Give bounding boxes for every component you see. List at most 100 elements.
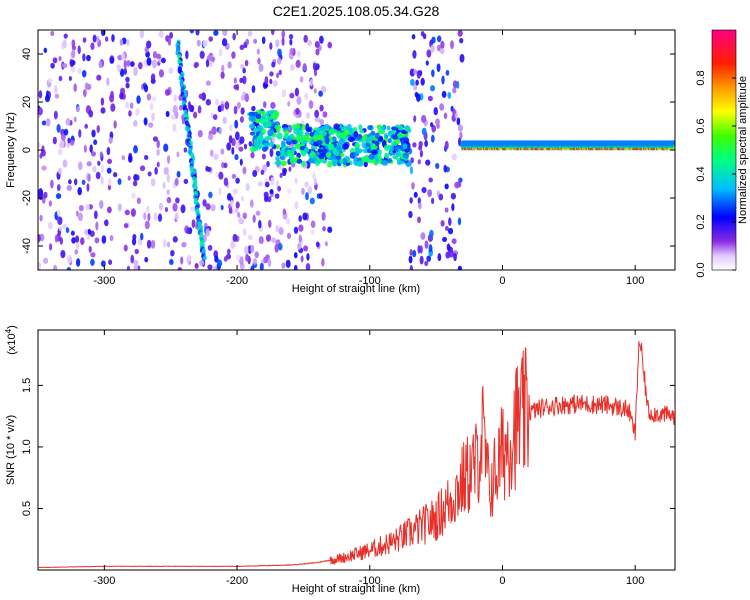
spectrogram-cell-185 [176, 170, 181, 178]
spectrogram-cell-1174 [264, 136, 270, 142]
spectrogram-cell-239 [272, 80, 278, 87]
spectrogram-cell-161 [221, 161, 225, 169]
spectrogram-cell-157 [193, 111, 198, 119]
spectrogram-cell-256 [75, 241, 80, 250]
spectrogram-cell-519 [302, 212, 308, 221]
spectrogram-cell-1338 [291, 139, 298, 145]
spectrogram-cell-601 [199, 259, 205, 266]
spectrogram-cell-23 [129, 102, 134, 109]
spectrogram-cell-1251 [320, 131, 328, 137]
snr-frame [37, 329, 676, 571]
spectrogram-cell-1275 [338, 138, 345, 145]
spectrogram-cell-621 [281, 37, 285, 46]
spectrogram-cell-579 [117, 64, 121, 73]
spectrogram-cell-194 [106, 167, 112, 174]
spectrogram-cell-557 [175, 197, 180, 204]
spectrogram-cell-1304 [280, 160, 287, 167]
spectrogram-cell-554 [137, 61, 143, 70]
spectrogram-cell-265 [245, 38, 250, 46]
spectrogram-cell-224 [70, 66, 76, 73]
spectrogram-cell-1258 [269, 141, 274, 147]
spectrogram-cell-776 [453, 253, 457, 262]
spectrogram-cell-370 [90, 42, 95, 50]
spectrogram-cell-459 [220, 71, 225, 79]
spectrogram-cell-1260 [331, 155, 337, 161]
spectrogram-cell-172 [242, 166, 247, 175]
spectrogram-cell-599 [108, 137, 113, 144]
spectrogram-cell-291 [50, 30, 55, 37]
spectrogram-cell-197 [78, 129, 82, 138]
spectrogram-cell-261 [207, 264, 213, 270]
spectrogram-cell-800 [424, 139, 428, 148]
spectrogram-cell-1256 [260, 110, 266, 117]
spectrogram-cell-202 [125, 82, 130, 89]
spectrogram-cell-511 [286, 188, 292, 194]
spectrogram-cell-402 [106, 146, 111, 156]
spectrogram-cell-1264 [389, 145, 395, 152]
spectrogram-cell-826 [419, 255, 424, 265]
spectrogram-cell-286 [233, 77, 237, 84]
spectrogram-cell-1348 [315, 161, 320, 166]
spectrogram-cell-801 [418, 202, 422, 210]
spectrogram-cell-18 [126, 60, 131, 67]
colorbar-tick-label-2: 0.4 [695, 166, 707, 181]
spectrogram-cell-572 [167, 241, 171, 248]
spectrogram-cell-1135 [280, 156, 286, 161]
snr-y-tick-label-0: 0.5 [21, 501, 33, 516]
spectrogram-cell-413 [298, 224, 304, 232]
spectrogram-cell-388 [124, 209, 130, 216]
spectrogram-cell-803 [446, 243, 451, 251]
spectrogram-cell-1313 [325, 152, 331, 159]
spectrogram-cell-10 [109, 235, 114, 242]
spectrogram-cell-793 [413, 69, 418, 75]
spectrogram-cell-797 [411, 34, 416, 40]
spectrogram-cell-1287 [293, 128, 300, 135]
snr-x-tick-label-1: -200 [226, 575, 248, 587]
spectrogram-cell-788 [441, 75, 445, 85]
spectrogram-cell-354 [52, 264, 58, 270]
spectrogram-cell-1183 [274, 161, 282, 166]
spectrogram-cell-486 [88, 110, 94, 118]
spectrogram-cell-83 [281, 262, 286, 269]
spectrogram-cell-228 [177, 267, 183, 270]
spectrogram-cell-635 [52, 57, 58, 64]
spectrogram-cell-766 [457, 217, 462, 226]
spectrogram-cell-1344 [333, 123, 340, 130]
spectrogram-cell-1279 [377, 149, 382, 155]
spectrogram-cell-335 [67, 137, 71, 144]
spectrogram-cell-672 [242, 67, 246, 74]
spectrogram-cell-812 [412, 50, 417, 59]
spectrogram-cell-666 [136, 95, 141, 104]
spectrogram-cell-193 [41, 120, 47, 126]
spectrogram-cell-222 [150, 239, 156, 249]
spectrogram-cell-78 [239, 44, 245, 51]
spectrogram-cell-595 [179, 104, 183, 111]
spectrogram-cell-604 [239, 136, 245, 144]
spectrogram-cell-681 [183, 147, 188, 153]
spectrogram-cell-820 [417, 216, 421, 224]
spectrogram-cell-581 [153, 212, 158, 221]
spectrogram-cell-740 [424, 240, 429, 249]
spectrogram-cell-746 [457, 124, 464, 132]
spectrogram-cell-232 [233, 105, 238, 115]
spectrogram-cell-525 [245, 183, 250, 192]
spectrogram-cell-260 [205, 203, 211, 211]
spectrogram-cell-1191 [303, 140, 308, 145]
spectrogram-cell-210 [90, 258, 95, 266]
spectrogram-cell-253 [97, 160, 101, 166]
spectrogram-cell-191 [313, 88, 317, 94]
spectrogram-cell-495 [223, 177, 229, 187]
spectrogram-cell-570 [81, 179, 86, 185]
spectrogram-cell-377 [242, 228, 247, 236]
spectrogram-cell-982 [294, 143, 301, 149]
spectrogram-cell-647 [86, 183, 90, 192]
spectrogram-cell-40 [119, 68, 125, 77]
spectrogram-cell-631 [251, 105, 256, 112]
spectrogram-cell-163 [302, 62, 307, 72]
spectrogram-cell-320 [202, 39, 208, 48]
spectrogram-cell-255 [82, 89, 87, 98]
spectrogram-cell-156 [314, 116, 321, 123]
spectrogram-cell-523 [89, 144, 93, 153]
spectrogram-cell-649 [213, 30, 219, 36]
